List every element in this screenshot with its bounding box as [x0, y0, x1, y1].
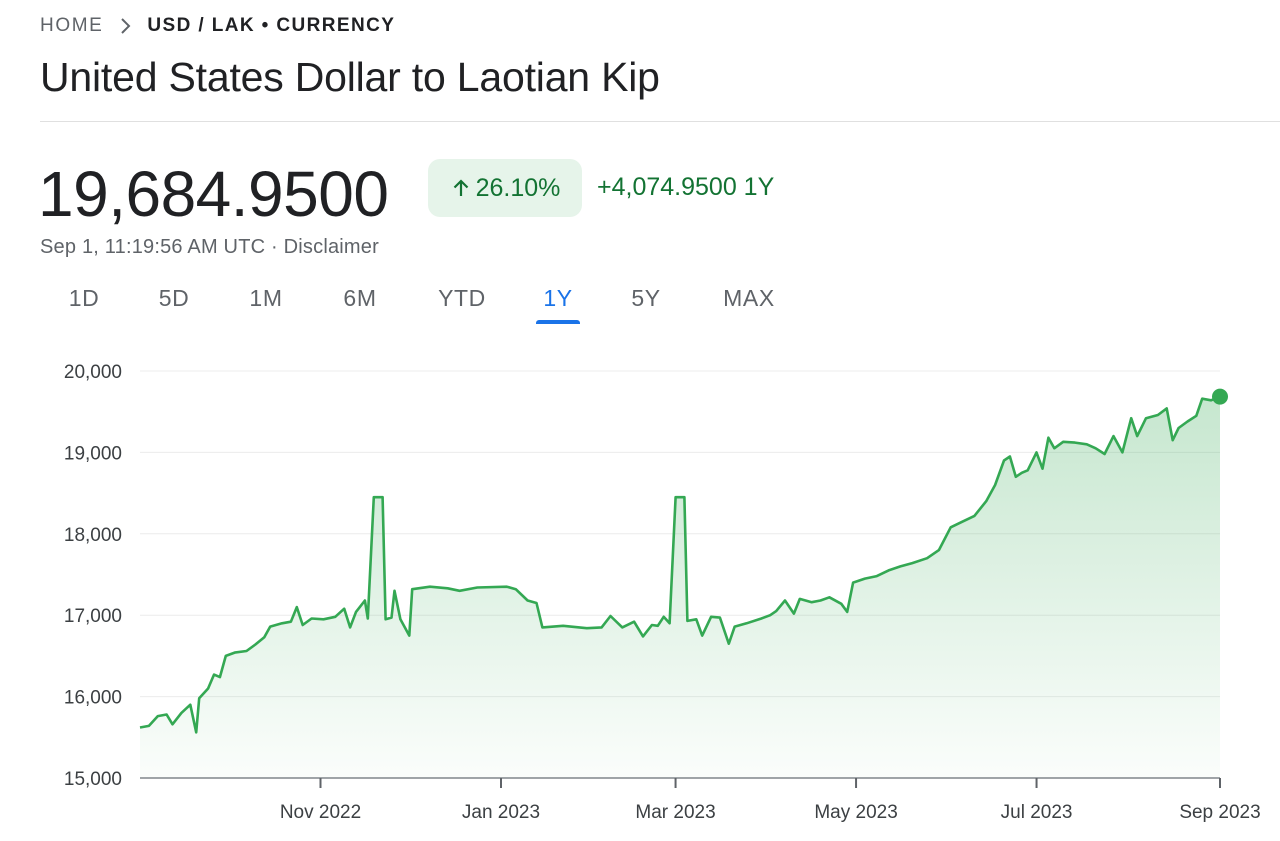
tab-1m[interactable]: 1M [249, 285, 283, 311]
tab-1d[interactable]: 1D [68, 285, 100, 311]
price-chart[interactable]: 15,000 16,000 17,000 18,000 19,000 20,000 Nov… [0, 340, 1280, 840]
y-tick-label: 20,000 [64, 362, 122, 383]
header-divider [40, 121, 1280, 122]
change-percent-badge: 26.10% [428, 159, 582, 217]
breadcrumb-home-link[interactable]: HOME [40, 15, 104, 36]
y-tick-label: 15,000 [64, 769, 122, 790]
disclaimer-link[interactable]: Disclaimer [283, 236, 379, 258]
x-tick-label: Sep 2023 [1179, 802, 1260, 823]
tab-ytd[interactable]: YTD [438, 285, 486, 311]
change-percent-value: 26.10% [475, 173, 561, 202]
tab-1y[interactable]: 1Y [528, 278, 588, 318]
change-absolute: +4,074.9500 1Y [597, 173, 775, 201]
y-tick-label: 19,000 [64, 443, 122, 464]
quote-timestamp: Sep 1, 11:19:56 AM UTC [40, 236, 266, 258]
tab-5d[interactable]: 5D [158, 285, 190, 311]
x-tick-label: Nov 2022 [280, 802, 361, 823]
arrow-up-icon [453, 179, 468, 196]
tab-6m[interactable]: 6M [343, 285, 377, 311]
page-title: United States Dollar to Laotian Kip [40, 54, 660, 100]
price-area [140, 396, 1220, 778]
x-tick-label: Jan 2023 [462, 802, 540, 823]
latest-price-marker [1212, 388, 1228, 405]
tab-5y[interactable]: 5Y [631, 285, 661, 311]
tab-max[interactable]: MAX [723, 285, 775, 311]
y-tick-label: 17,000 [64, 606, 122, 627]
chevron-right-icon [121, 18, 131, 34]
price-line [139, 395, 1221, 734]
y-tick-label: 16,000 [64, 688, 122, 709]
y-tick-label: 18,000 [64, 525, 122, 546]
current-price: 19,684.9500 [38, 158, 389, 230]
x-tick-label: Mar 2023 [635, 802, 715, 823]
x-tick-label: Jul 2023 [1001, 802, 1073, 823]
breadcrumb-current: USD / LAK • CURRENCY [147, 15, 396, 36]
quote-timestamp-line: Sep 1, 11:19:56 AM UTC · Disclaimer [40, 234, 379, 260]
breadcrumb: HOME USD / LAK • CURRENCY [40, 14, 395, 38]
timestamp-separator: · [265, 236, 284, 258]
x-tick-label: May 2023 [814, 802, 897, 823]
